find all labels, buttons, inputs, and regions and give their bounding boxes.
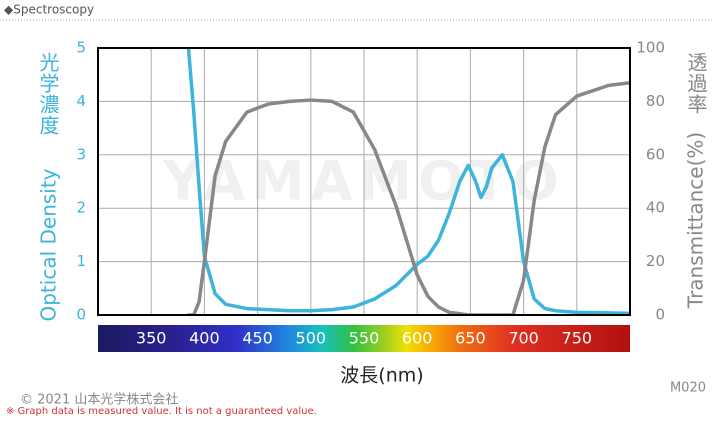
data-line xyxy=(186,80,630,315)
disclaimer: ※ Graph data is measured value. It is no… xyxy=(6,406,317,417)
y2-tick-label: 0 xyxy=(655,306,665,324)
x-tick-label: 500 xyxy=(296,329,327,348)
spectrum-bar xyxy=(98,325,630,352)
y-tick-label: 3 xyxy=(76,145,86,163)
y2-tick-label: 100 xyxy=(636,39,665,57)
y-tick-label: 5 xyxy=(76,39,86,57)
x-tick-label: 650 xyxy=(455,329,486,348)
y-tick-label: 0 xyxy=(76,306,86,324)
x-tick-label: 750 xyxy=(562,329,593,348)
watermark: YAMAMOTO xyxy=(162,150,565,213)
y2-tick-label: 60 xyxy=(646,145,665,163)
x-tick-label: 600 xyxy=(402,329,433,348)
header-title: ◆Spectroscopy xyxy=(4,3,94,17)
x-axis-label: 波長(nm) xyxy=(340,365,423,387)
x-tick-label: 550 xyxy=(349,329,380,348)
y-axis-label: Optical Density xyxy=(37,168,61,321)
plot-frame xyxy=(97,47,631,316)
y-tick-label: 2 xyxy=(76,199,86,217)
figure-code: M020 xyxy=(670,381,706,396)
y2-tick-label: 40 xyxy=(646,199,665,217)
x-tick-label: 700 xyxy=(508,329,539,348)
data-line xyxy=(186,48,630,315)
copyright: © 2021 山本光学株式会社 xyxy=(20,392,178,408)
y-tick-label: 1 xyxy=(76,252,86,270)
x-tick-label: 400 xyxy=(189,329,220,348)
y-axis-label-ja: 光学濃度 xyxy=(36,52,60,136)
y2-axis-label: Transmittance(%) xyxy=(684,132,708,309)
y2-tick-label: 20 xyxy=(646,252,665,270)
y2-axis-label-ja: 透過率 xyxy=(684,52,708,115)
y2-tick-label: 80 xyxy=(646,92,665,110)
x-tick-label: 350 xyxy=(136,329,167,348)
x-tick-label: 450 xyxy=(242,329,273,348)
y-tick-label: 4 xyxy=(76,92,86,110)
